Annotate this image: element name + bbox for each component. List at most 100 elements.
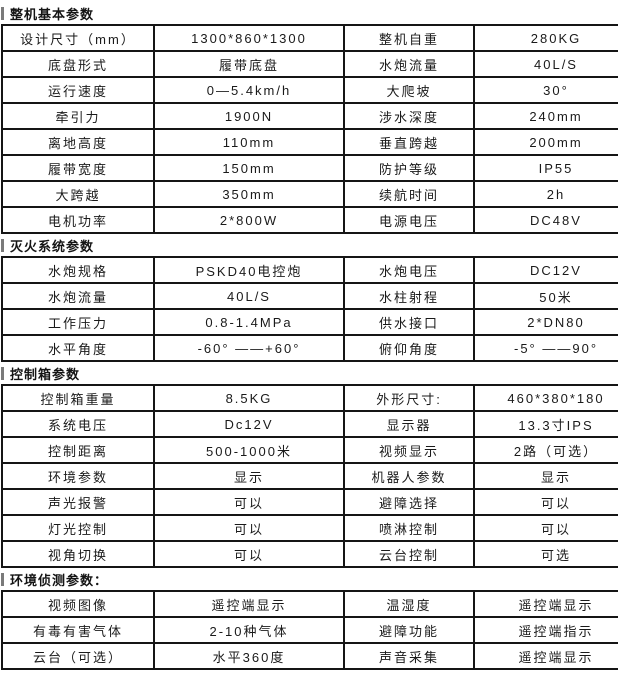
spec-table: 设计尺寸（mm） 1300*860*1300 整机自重 280KG 底盘形式 履带底盘 水炮… <box>1 24 618 234</box>
section-header: 整机基本参数 <box>1 5 615 22</box>
param-value: 水平360度 <box>153 642 345 670</box>
table-row: 控制箱重量 8.5KG 外形尺寸: 460*380*180 <box>1 384 618 412</box>
param-value: 可以 <box>153 488 345 516</box>
param-label: 显示器 <box>343 410 475 438</box>
section-title: 控制箱参数 <box>10 366 81 382</box>
param-value: 200mm <box>473 128 618 156</box>
param-value: PSKD40电控炮 <box>153 256 345 284</box>
table-row: 水平角度 -60° ——+60° 俯仰角度 -5° ——90° <box>1 334 618 362</box>
param-label: 外形尺寸: <box>343 384 475 412</box>
param-label: 履带宽度 <box>1 154 155 182</box>
section-title: 环境侦测参数： <box>10 572 109 588</box>
param-label: 机器人参数 <box>343 462 475 490</box>
param-value: 0.8-1.4MPa <box>153 308 345 336</box>
param-value: DC12V <box>473 256 618 284</box>
param-value: 2路（可选） <box>473 436 618 464</box>
param-label: 大爬坡 <box>343 76 475 104</box>
param-label: 视频显示 <box>343 436 475 464</box>
param-value: 13.3寸IPS <box>473 410 618 438</box>
param-label: 垂直跨越 <box>343 128 475 156</box>
param-value: 遥控端显示 <box>153 590 345 618</box>
param-label: 运行速度 <box>1 76 155 104</box>
param-label: 电机功率 <box>1 206 155 234</box>
param-value: IP55 <box>473 154 618 182</box>
param-label: 声光报警 <box>1 488 155 516</box>
param-value: -60° ——+60° <box>153 334 345 362</box>
param-label: 喷淋控制 <box>343 514 475 542</box>
param-label: 云台（可选） <box>1 642 155 670</box>
table-row: 水炮规格 PSKD40电控炮 水炮电压 DC12V <box>1 256 618 284</box>
param-label: 水平角度 <box>1 334 155 362</box>
table-row: 灯光控制 可以 喷淋控制 可以 <box>1 514 618 542</box>
param-label: 视频图像 <box>1 590 155 618</box>
param-value: 可以 <box>153 540 345 568</box>
table-row: 环境参数 显示 机器人参数 显示 <box>1 462 618 490</box>
param-value: 可以 <box>473 514 618 542</box>
param-value: 0—5.4km/h <box>153 76 345 104</box>
table-row: 水炮流量 40L/S 水柱射程 50米 <box>1 282 618 310</box>
param-value: 460*380*180 <box>473 384 618 412</box>
param-label: 整机自重 <box>343 24 475 52</box>
param-value: 350mm <box>153 180 345 208</box>
param-label: 声音采集 <box>343 642 475 670</box>
param-label: 续航时间 <box>343 180 475 208</box>
param-label: 涉水深度 <box>343 102 475 130</box>
param-label: 云台控制 <box>343 540 475 568</box>
param-value: 遥控端显示 <box>473 642 618 670</box>
table-row: 工作压力 0.8-1.4MPa 供水接口 2*DN80 <box>1 308 618 336</box>
section-accent-bar <box>1 366 4 380</box>
param-label: 避障选择 <box>343 488 475 516</box>
table-row: 牵引力 1900N 涉水深度 240mm <box>1 102 618 130</box>
param-value: 2*DN80 <box>473 308 618 336</box>
param-value: -5° ——90° <box>473 334 618 362</box>
param-value: 50米 <box>473 282 618 310</box>
param-label: 防护等级 <box>343 154 475 182</box>
table-row: 设计尺寸（mm） 1300*860*1300 整机自重 280KG <box>1 24 618 52</box>
param-value: 150mm <box>153 154 345 182</box>
spec-table: 视频图像 遥控端显示 温湿度 遥控端显示 有毒有害气体 2-10种气体 避障功能 遥控端指示云… <box>1 590 618 670</box>
param-value: 显示 <box>153 462 345 490</box>
param-value: 可以 <box>473 488 618 516</box>
param-label: 工作压力 <box>1 308 155 336</box>
param-label: 灯光控制 <box>1 514 155 542</box>
param-value: 500-1000米 <box>153 436 345 464</box>
table-row: 系统电压 Dc12V 显示器 13.3寸IPS <box>1 410 618 438</box>
param-label: 大跨越 <box>1 180 155 208</box>
param-value: 8.5KG <box>153 384 345 412</box>
section-accent-bar <box>1 572 4 586</box>
param-value: DC48V <box>473 206 618 234</box>
param-value: 1900N <box>153 102 345 130</box>
param-value: 30° <box>473 76 618 104</box>
param-value: 2-10种气体 <box>153 616 345 644</box>
section-title: 整机基本参数 <box>10 6 95 22</box>
param-label: 离地高度 <box>1 128 155 156</box>
param-label: 水炮流量 <box>1 282 155 310</box>
table-row: 大跨越 350mm 续航时间 2h <box>1 180 618 208</box>
param-value: 2h <box>473 180 618 208</box>
table-row: 有毒有害气体 2-10种气体 避障功能 遥控端指示 <box>1 616 618 644</box>
table-row: 视频图像 遥控端显示 温湿度 遥控端显示 <box>1 590 618 618</box>
param-value: 履带底盘 <box>153 50 345 78</box>
section-header: 灭火系统参数 <box>1 237 615 254</box>
param-value: 40L/S <box>153 282 345 310</box>
param-label: 环境参数 <box>1 462 155 490</box>
param-value: 1300*860*1300 <box>153 24 345 52</box>
table-row: 履带宽度 150mm 防护等级 IP55 <box>1 154 618 182</box>
param-label: 视角切换 <box>1 540 155 568</box>
param-label: 控制距离 <box>1 436 155 464</box>
section-accent-bar <box>1 6 4 20</box>
table-row: 控制距离 500-1000米 视频显示 2路（可选） <box>1 436 618 464</box>
param-value: 遥控端指示 <box>473 616 618 644</box>
param-value: 110mm <box>153 128 345 156</box>
param-value: 2*800W <box>153 206 345 234</box>
param-label: 牵引力 <box>1 102 155 130</box>
section-header: 环境侦测参数： <box>1 571 615 588</box>
param-value: Dc12V <box>153 410 345 438</box>
param-label: 避障功能 <box>343 616 475 644</box>
param-value: 遥控端显示 <box>473 590 618 618</box>
param-label: 水炮规格 <box>1 256 155 284</box>
param-label: 设计尺寸（mm） <box>1 24 155 52</box>
table-row: 视角切换 可以 云台控制 可选 <box>1 540 618 568</box>
param-value: 显示 <box>473 462 618 490</box>
param-label: 供水接口 <box>343 308 475 336</box>
